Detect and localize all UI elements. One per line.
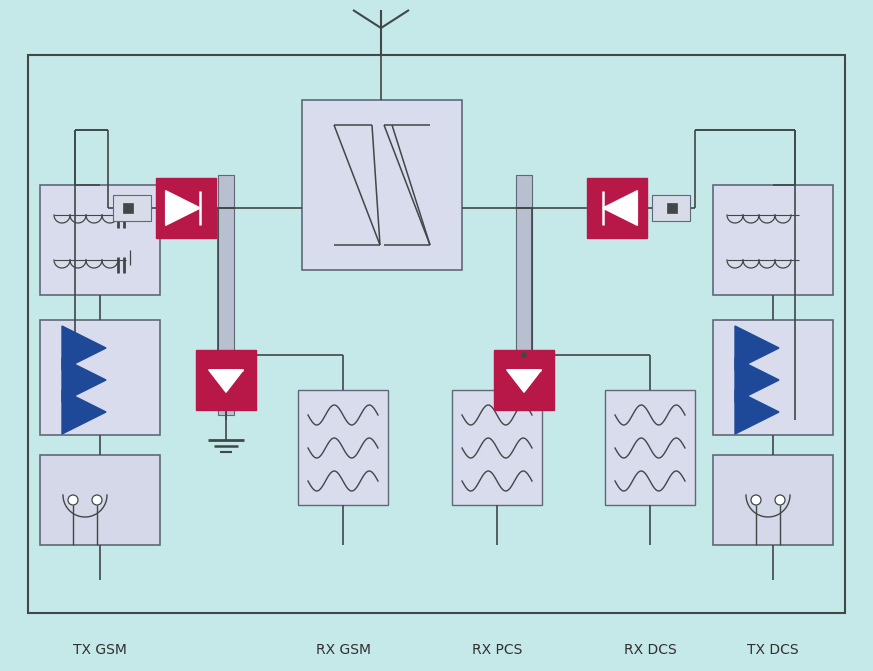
Bar: [713, 185, 833, 295]
Text: RX PCS: RX PCS: [471, 643, 522, 657]
Text: RX GSM: RX GSM: [315, 643, 370, 657]
Bar: [516, 175, 532, 415]
Bar: [156, 178, 216, 238]
Circle shape: [751, 495, 761, 505]
Bar: [218, 175, 234, 415]
Polygon shape: [62, 358, 106, 402]
Bar: [667, 203, 677, 213]
Text: RX DCS: RX DCS: [623, 643, 677, 657]
Bar: [40, 320, 160, 435]
Bar: [196, 350, 256, 410]
Bar: [298, 390, 388, 505]
Bar: [40, 185, 160, 295]
Bar: [652, 195, 690, 221]
Polygon shape: [506, 370, 541, 393]
Bar: [605, 390, 695, 505]
Bar: [452, 390, 542, 505]
Circle shape: [92, 495, 102, 505]
Bar: [113, 195, 151, 221]
Polygon shape: [62, 326, 106, 370]
Bar: [28, 55, 845, 613]
Bar: [713, 320, 833, 435]
Bar: [123, 203, 133, 213]
Circle shape: [68, 495, 78, 505]
Circle shape: [775, 495, 785, 505]
Bar: [587, 178, 647, 238]
Polygon shape: [735, 390, 779, 434]
Bar: [40, 455, 160, 545]
Polygon shape: [62, 390, 106, 434]
Bar: [494, 350, 554, 410]
Circle shape: [521, 352, 527, 358]
Polygon shape: [209, 370, 244, 393]
Polygon shape: [602, 191, 637, 225]
Text: TX GSM: TX GSM: [73, 643, 127, 657]
Text: TX DCS: TX DCS: [747, 643, 799, 657]
Polygon shape: [735, 326, 779, 370]
Bar: [713, 455, 833, 545]
Polygon shape: [166, 191, 200, 225]
Polygon shape: [735, 358, 779, 402]
Bar: [302, 100, 462, 270]
